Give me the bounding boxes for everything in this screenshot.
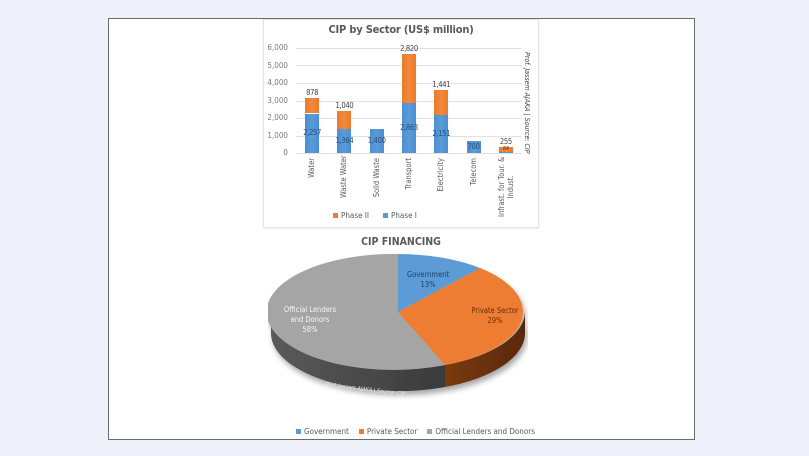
data-label-phase2: 2,820 xyxy=(400,43,418,53)
legend-label-phase1: Phase I xyxy=(391,211,417,220)
pie-label-government: Government 13% xyxy=(407,270,449,290)
data-label-phase1: 1,364 xyxy=(335,136,354,146)
gridline xyxy=(296,153,522,154)
data-label-phase2: 255 xyxy=(499,137,512,147)
bar-chart-legend: Phase II Phase I xyxy=(333,211,417,220)
pie-label-official-line1: Official Lenders xyxy=(283,305,337,314)
x-axis-label: Water xyxy=(307,158,317,178)
pie-label-private-name: Private Sector xyxy=(471,306,519,315)
y-tick-label: 5,000 xyxy=(267,60,288,70)
legend-label-private-sector: Private Sector xyxy=(366,427,418,436)
legend-item-phase1: Phase I xyxy=(383,211,417,220)
y-tick-label: 1,000 xyxy=(267,130,288,140)
bar-chart-title: CIP by Sector (US$ million) xyxy=(328,23,474,36)
legend-item-official-lenders: Official Lenders and Donors xyxy=(427,427,535,436)
legend-item-private-sector: Private Sector xyxy=(358,427,418,436)
legend-label-official-lenders: Official Lenders and Donors xyxy=(435,427,535,436)
pie-chart-legend: Government Private Sector Official Lende… xyxy=(296,427,535,436)
bar-telecom xyxy=(466,140,481,153)
x-axis-label: Waste Water xyxy=(339,155,349,198)
pie-chart-3d xyxy=(268,253,525,392)
bar-infrast-for-tour-indust xyxy=(498,147,513,153)
gridline xyxy=(296,48,522,49)
pie-chart-title: CIP FINANCING xyxy=(361,236,441,248)
data-label-phase2: 1,040 xyxy=(335,100,354,110)
data-label-phase1: 700 xyxy=(467,141,480,151)
x-axis-label: Electricity xyxy=(436,158,446,192)
legend-swatch-phase1 xyxy=(383,213,389,218)
x-axis-label: Solid Waste xyxy=(371,158,381,198)
data-label-phase2: 1,441 xyxy=(432,80,451,90)
bar-segment-phase1 xyxy=(466,140,481,153)
x-axis-label: Transport xyxy=(404,158,413,190)
pie-label-official-line2: and Donors xyxy=(290,315,330,324)
x-axis-label: Telecom xyxy=(468,158,478,186)
data-label-phase1: 1,400 xyxy=(367,135,386,145)
pie-label-government-name: Government xyxy=(406,270,450,279)
legend-label-phase2: Phase II xyxy=(341,211,370,220)
x-axis-label: Infrast. for Tour. & Indust. xyxy=(497,157,515,217)
bar-segment-phase2 xyxy=(498,147,513,152)
bar-segment-phase2 xyxy=(434,90,449,116)
bar-segment-phase2 xyxy=(337,110,352,130)
data-label-phase1: 2,257 xyxy=(303,128,322,138)
legend-swatch-private-sector xyxy=(358,429,364,434)
bar-segment-phase1 xyxy=(305,113,320,153)
legend-swatch-official-lenders xyxy=(427,429,433,434)
pie-label-private-pct: 29% xyxy=(487,316,503,325)
legend-item-government: Government xyxy=(296,427,349,436)
y-tick-label: 6,000 xyxy=(267,43,288,52)
legend-swatch-phase2 xyxy=(333,213,338,218)
y-tick-label: 3,000 xyxy=(267,95,288,105)
data-label-phase1: 84 xyxy=(502,146,509,152)
legend-swatch-government xyxy=(296,429,301,434)
x-axis-label-line1: Infrast. for Tour. & xyxy=(496,156,506,217)
legend-item-phase2: Phase II xyxy=(333,211,369,220)
pie-label-private: Private Sector 29% xyxy=(471,306,518,326)
pie-label-official-pct: 58% xyxy=(302,325,318,334)
data-label-phase2: 878 xyxy=(306,88,319,98)
bar-segment-phase2 xyxy=(402,53,416,103)
y-tick-label: 4,000 xyxy=(267,78,288,87)
y-tick-label: 2,000 xyxy=(267,113,288,122)
bar-solid-waste xyxy=(369,128,384,153)
legend-label-government: Government xyxy=(304,427,349,436)
bar-segment-phase1 xyxy=(498,151,513,153)
pie-label-official: Official Lenders and Donors 58% xyxy=(284,305,336,335)
bar-segment-phase2 xyxy=(305,98,320,114)
bar-transport xyxy=(402,53,416,153)
bar-segment-phase1 xyxy=(434,115,449,153)
bar-water xyxy=(305,98,320,153)
data-label-phase1: 2,151 xyxy=(432,129,451,139)
pie-label-government-pct: 13% xyxy=(420,280,436,289)
bar-segment-phase1 xyxy=(337,129,352,153)
bar-waste-water xyxy=(337,110,352,153)
bar-segment-phase1 xyxy=(402,102,416,153)
bar-segment-phase1 xyxy=(369,128,384,153)
bar-electricity xyxy=(434,90,449,153)
bar-chart-watermark: Prof. Jassem AJAKA | Source: CIP xyxy=(523,52,531,154)
x-axis-label-line2: Indust. xyxy=(505,175,515,199)
data-label-phase1: 2,863 xyxy=(400,122,418,132)
y-tick-label: 0 xyxy=(283,148,288,157)
